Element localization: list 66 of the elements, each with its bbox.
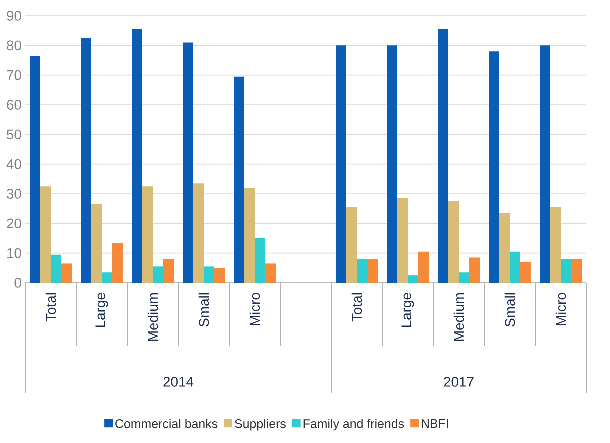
bar — [520, 262, 532, 283]
bar — [336, 46, 347, 283]
x-tick-label: Micro — [556, 293, 566, 326]
x-tick-label: Small — [198, 293, 210, 327]
bar — [266, 264, 276, 283]
text: 2017 — [444, 377, 474, 387]
legend-label: Commercial banks — [116, 419, 218, 428]
y-tick-label: 90 — [7, 11, 22, 21]
bar — [470, 258, 480, 283]
bar — [438, 29, 449, 283]
bar — [357, 259, 368, 283]
bar — [164, 259, 174, 283]
legend-label: Suppliers — [235, 419, 286, 431]
bar — [183, 42, 194, 283]
bar — [459, 272, 470, 283]
x-tick-label: Total — [352, 293, 362, 322]
x-tick-label: Total — [46, 293, 56, 322]
bar — [204, 266, 215, 283]
legend-label: NBFI — [422, 419, 448, 428]
y-tick-label: 40 — [6, 159, 22, 170]
bar — [387, 46, 398, 283]
y-tick-label: 70 — [7, 70, 22, 80]
bar — [500, 213, 510, 283]
bar — [142, 186, 153, 283]
bar — [102, 272, 112, 283]
bar — [408, 276, 419, 283]
bar — [561, 259, 572, 283]
bar — [244, 188, 256, 283]
bar — [550, 207, 562, 283]
y-tick-label: 0 — [14, 278, 22, 288]
text: 2014 — [164, 377, 194, 387]
bar — [418, 252, 430, 283]
bar — [51, 254, 62, 283]
bar — [255, 238, 266, 283]
y-tick-label: 20 — [7, 218, 22, 229]
x-tick-label: Large — [402, 293, 414, 328]
x-tick-label: Medium — [454, 293, 464, 341]
bar — [112, 242, 123, 283]
y-tick-label: 10 — [8, 248, 22, 258]
bar — [489, 52, 500, 283]
y-tick-label: 50 — [7, 130, 22, 140]
x-tick-label: Medium — [148, 293, 158, 341]
legend-label: Family and friends — [304, 419, 404, 431]
bar — [448, 201, 460, 283]
bar — [540, 46, 551, 283]
bar — [234, 76, 245, 283]
x-tick-label: Micro — [250, 293, 260, 326]
x-tick-label: Large — [96, 293, 108, 328]
bar — [92, 204, 102, 283]
bar — [368, 259, 378, 283]
bar — [194, 184, 204, 283]
bar — [510, 252, 521, 283]
y-tick-label: 60 — [7, 100, 22, 110]
bar — [30, 56, 40, 283]
bar — [398, 198, 408, 283]
bar — [214, 268, 226, 283]
bar — [81, 38, 92, 283]
y-tick-label: 30 — [6, 189, 22, 199]
bar — [132, 29, 142, 283]
bar — [153, 266, 164, 283]
bar — [40, 186, 51, 283]
x-tick-label: Small — [504, 293, 516, 327]
bar — [62, 264, 72, 283]
y-tick-label: 80 — [7, 40, 22, 51]
bar — [346, 207, 358, 283]
bar — [572, 259, 582, 283]
